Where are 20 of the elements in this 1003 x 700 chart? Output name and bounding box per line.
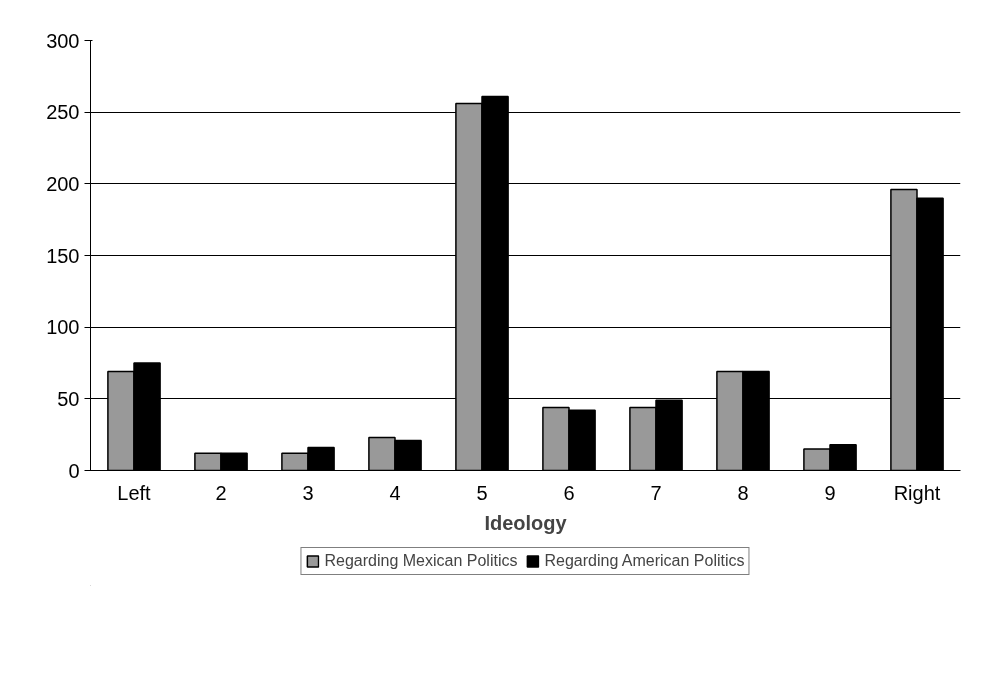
x-tick-label: Left [117,481,152,504]
x-tick-label: 8 [737,481,749,504]
x-tick-label: 7 [650,481,662,504]
y-tick-label: 0 [68,459,80,482]
x-tick-label: 5 [476,481,488,504]
x-tick-label: 6 [563,481,575,504]
x-tick-label: Right [893,481,941,504]
legend-label: Regarding Mexican Politics [324,552,518,570]
y-tick-label: 200 [46,172,80,195]
x-tick-label: 3 [302,481,314,504]
x-tick-label: 9 [824,481,836,504]
x-axis-title: Ideology [484,511,568,534]
y-tick-label: 100 [46,316,80,339]
x-tick-label: 4 [389,481,401,504]
y-tick-label: 150 [46,244,80,267]
legend-label: Regarding American Politics [544,552,745,570]
y-tick-label: 50 [57,387,80,410]
y-tick-label: 250 [46,101,80,124]
x-tick-label: 2 [215,481,227,504]
y-tick-label: 300 [46,29,80,52]
